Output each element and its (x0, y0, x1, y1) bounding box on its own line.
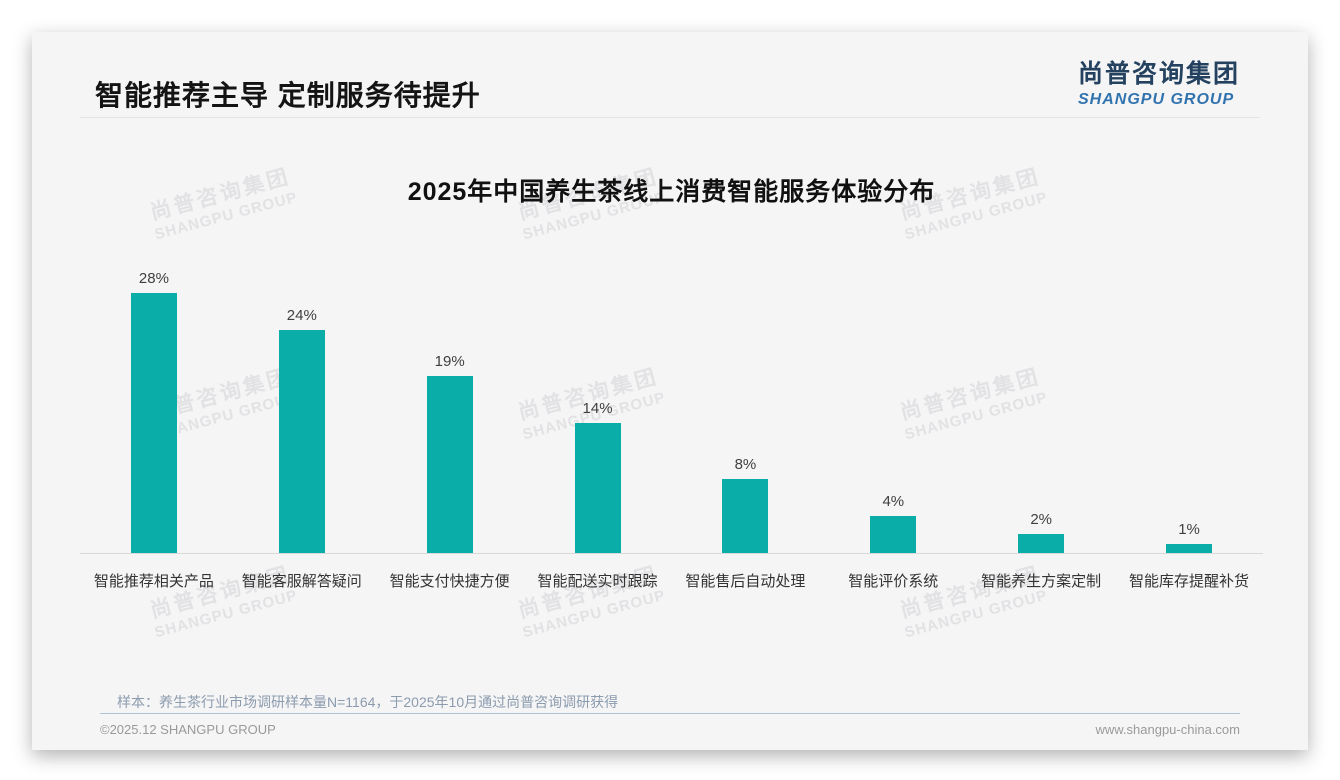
bar (1018, 534, 1065, 553)
bar-column: 2% (967, 511, 1115, 553)
footer-bar: ©2025.12 SHANGPU GROUP www.shangpu-china… (100, 722, 1240, 737)
plot-area: 28% 24% 19% 14% 8% 4% 2% 1% (80, 254, 1263, 554)
bar (870, 515, 917, 553)
bar-column: 14% (524, 400, 672, 553)
bar (278, 329, 325, 553)
bar (426, 376, 473, 553)
bar-value-label: 14% (582, 399, 613, 417)
bar (722, 478, 769, 553)
bar-category-label: 智能评价系统 (848, 573, 939, 590)
sample-note: 样本：养生茶行业市场调研样本量N=1164，于2025年10月通过尚普咨询调研获… (117, 694, 619, 710)
bar-value-label: 4% (882, 492, 905, 510)
bar (1166, 543, 1213, 553)
chart-title: 2025年中国养生茶线上消费智能服务体验分布 (407, 178, 936, 206)
bar (574, 422, 621, 553)
slide: 尚普咨询集团 SHANGPU GROUP 尚普咨询集团 SHANGPU GROUP 尚普… (32, 32, 1308, 750)
bar-category-label: 智能售后自动处理 (685, 573, 806, 590)
bar-value-label: 1% (1178, 520, 1200, 538)
bar (130, 292, 177, 553)
bar-category-label: 智能推荐相关产品 (93, 573, 214, 590)
logo-cn-text: 尚普咨询集团 (1077, 60, 1240, 88)
bar-value-label: 19% (434, 353, 465, 371)
bar-category-label: 智能库存提醒补货 (1129, 573, 1250, 590)
bar-category-label: 智能配送实时跟踪 (537, 573, 658, 590)
bar-column: 28% (80, 270, 228, 553)
bar-column: 19% (376, 353, 524, 553)
bar-value-label: 2% (1030, 511, 1053, 529)
logo-en-text: SHANGPU GROUP (1077, 91, 1235, 108)
bar-value-label: 24% (286, 306, 317, 324)
bar-column: 4% (819, 493, 967, 553)
bar-category-label: 智能支付快捷方便 (389, 573, 510, 590)
bar-column: 8% (672, 456, 820, 553)
header-divider (80, 117, 1260, 118)
bar-column: 24% (228, 307, 376, 553)
website-text: www.shangpu-china.com (1095, 722, 1240, 737)
page-title: 智能推荐主导 定制服务待提升 (95, 80, 481, 111)
category-row: 智能推荐相关产品 智能客服解答疑问 智能支付快捷方便 智能配送实时跟踪 智能售后自动处理… (80, 555, 1263, 591)
company-logo: 尚普咨询集团 SHANGPU GROUP (1078, 54, 1240, 109)
bar-value-label: 8% (734, 455, 757, 473)
bar-column: 1% (1115, 521, 1263, 553)
footer-divider (100, 713, 1240, 714)
bar-category-label: 智能客服解答疑问 (241, 573, 362, 590)
bar-value-label: 28% (138, 269, 169, 287)
bar-category-label: 智能养生方案定制 (981, 573, 1102, 590)
copyright-text: ©2025.12 SHANGPU GROUP (100, 722, 276, 737)
